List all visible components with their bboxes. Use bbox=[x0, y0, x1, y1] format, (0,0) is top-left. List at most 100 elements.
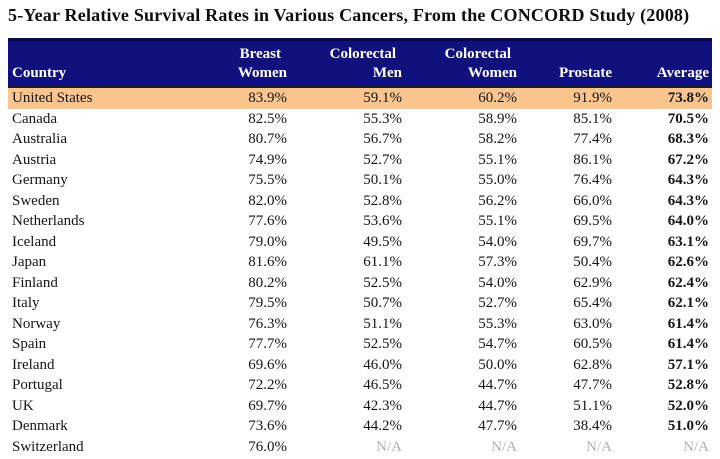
cell-average: 52.0% bbox=[667, 397, 709, 414]
column-header-prostate: Prostate bbox=[520, 38, 615, 88]
cell-country: Germany bbox=[12, 172, 68, 188]
cell-colorectal-women: 44.7% bbox=[478, 377, 517, 393]
cell-prostate: 77.4% bbox=[573, 131, 612, 147]
cell-average: 62.4% bbox=[667, 274, 709, 291]
cell-prostate: 85.1% bbox=[573, 110, 612, 127]
column-header-label: Men bbox=[372, 65, 402, 81]
table-row: Sweden 82.0% 52.8% 56.2% 66.0% 64.3% bbox=[8, 191, 712, 212]
cell-colorectal-men: 52.8% bbox=[363, 192, 402, 209]
cell-prostate: N/A bbox=[586, 438, 612, 455]
cell-colorectal-women: 50.0% bbox=[478, 356, 517, 373]
column-header-label: Breast bbox=[239, 46, 281, 62]
table-row: Canada 82.5% 55.3% 58.9% 85.1% 70.5% bbox=[8, 109, 712, 130]
cell-breast-women: 83.9% bbox=[188, 87, 290, 109]
cell-average: 68.3% bbox=[667, 131, 709, 147]
cell-colorectal-women: 56.2% bbox=[478, 192, 517, 209]
cell-country: Switzerland bbox=[12, 438, 84, 455]
cell-country: Norway bbox=[12, 315, 61, 332]
cell-breast-women: 69.7% bbox=[248, 397, 287, 414]
cell-prostate: 50.4% bbox=[573, 254, 612, 270]
column-header-label: Average bbox=[656, 65, 709, 81]
cell-average: 62.1% bbox=[667, 295, 709, 311]
cell-average: 57.1% bbox=[667, 356, 709, 373]
cell-breast-women: 77.6% bbox=[248, 213, 287, 229]
cell-breast-women: 69.6% bbox=[248, 356, 287, 373]
survival-rates-table: Country Breast Women Colorectal Men Colo… bbox=[8, 38, 712, 457]
cell-colorectal-men: 59.1% bbox=[290, 87, 405, 109]
cell-average: 51.0% bbox=[667, 418, 709, 434]
cell-average: 52.8% bbox=[667, 377, 709, 393]
table-row: Denmark 73.6% 44.2% 47.7% 38.4% 51.0% bbox=[8, 416, 712, 437]
cell-prostate: 65.4% bbox=[573, 295, 612, 311]
table-row: UK 69.7% 42.3% 44.7% 51.1% 52.0% bbox=[8, 396, 712, 417]
column-header-label: Colorectal bbox=[329, 46, 396, 62]
cell-breast-women: 73.6% bbox=[248, 418, 287, 434]
cell-breast-women: 74.9% bbox=[248, 151, 287, 168]
table-row: Australia 80.7% 56.7% 58.2% 77.4% 68.3% bbox=[8, 129, 712, 150]
cell-colorectal-women: 44.7% bbox=[478, 397, 517, 414]
cell-colorectal-women: 54.0% bbox=[478, 233, 517, 250]
cell-prostate: 51.1% bbox=[573, 397, 612, 414]
cell-colorectal-men: 46.0% bbox=[363, 356, 402, 373]
cell-country: UK bbox=[12, 397, 34, 414]
cell-country: Canada bbox=[12, 110, 57, 127]
cell-country: Italy bbox=[12, 295, 40, 311]
table-row: Spain 77.7% 52.5% 54.7% 60.5% 61.4% bbox=[8, 334, 712, 355]
column-header-colorectal-women: Colorectal Women bbox=[405, 38, 520, 88]
cell-colorectal-men: 56.7% bbox=[363, 131, 402, 147]
column-header-label: Prostate bbox=[558, 65, 612, 81]
cell-colorectal-men: 50.1% bbox=[363, 172, 402, 188]
cell-breast-women: 81.6% bbox=[248, 254, 287, 270]
cell-average: 64.3% bbox=[667, 172, 709, 188]
column-header-label: Country bbox=[12, 65, 67, 81]
cell-colorectal-women: 52.7% bbox=[478, 295, 517, 311]
cell-colorectal-women: 55.3% bbox=[478, 315, 517, 332]
cell-country: Sweden bbox=[12, 192, 60, 209]
table-header: Country Breast Women Colorectal Men Colo… bbox=[8, 38, 712, 88]
cell-breast-women: 76.3% bbox=[248, 315, 287, 332]
cell-colorectal-women: 57.3% bbox=[478, 254, 517, 270]
column-header-label: Colorectal bbox=[444, 46, 511, 62]
cell-breast-women: 76.0% bbox=[248, 438, 287, 455]
cell-prostate: 47.7% bbox=[573, 377, 612, 393]
cell-average: 63.1% bbox=[667, 233, 709, 250]
cell-colorectal-men: N/A bbox=[376, 438, 402, 455]
cell-breast-women: 80.7% bbox=[248, 131, 287, 147]
cell-breast-women: 80.2% bbox=[248, 274, 287, 291]
cell-breast-women: 82.0% bbox=[248, 192, 287, 209]
column-header-label: Women bbox=[237, 65, 287, 81]
page-title: 5-Year Relative Survival Rates in Variou… bbox=[8, 5, 690, 25]
cell-average: 61.4% bbox=[667, 336, 709, 352]
cell-colorectal-women: 54.0% bbox=[478, 274, 517, 291]
table-row: Iceland 79.0% 49.5% 54.0% 69.7% 63.1% bbox=[8, 232, 712, 253]
table-row: Japan 81.6% 61.1% 57.3% 50.4% 62.6% bbox=[8, 252, 712, 273]
cell-country: Australia bbox=[12, 131, 67, 147]
cell-country: Spain bbox=[12, 336, 47, 352]
table-row: Netherlands 77.6% 53.6% 55.1% 69.5% 64.0… bbox=[8, 211, 712, 232]
cell-colorectal-men: 52.5% bbox=[363, 274, 402, 291]
cell-prostate: 69.7% bbox=[573, 233, 612, 250]
table-row: Portugal 72.2% 46.5% 44.7% 47.7% 52.8% bbox=[8, 375, 712, 396]
column-header-breast-women: Breast Women bbox=[188, 38, 290, 88]
cell-prostate: 38.4% bbox=[573, 418, 612, 434]
cell-average: 73.8% bbox=[615, 87, 712, 109]
cell-colorectal-men: 46.5% bbox=[363, 377, 402, 393]
column-header-average: Average bbox=[615, 38, 712, 88]
cell-prostate: 60.5% bbox=[573, 336, 612, 352]
cell-country: Japan bbox=[12, 254, 47, 270]
cell-country: Denmark bbox=[12, 418, 68, 434]
table-body: United States 83.9% 59.1% 60.2% 91.9% 73… bbox=[8, 87, 712, 457]
cell-country: Finland bbox=[12, 274, 58, 291]
cell-country: Iceland bbox=[12, 233, 57, 250]
cell-prostate: 62.9% bbox=[573, 274, 612, 291]
cell-colorectal-women: 55.0% bbox=[478, 172, 517, 188]
table-row: Switzerland 76.0% N/A N/A N/A N/A bbox=[8, 437, 712, 458]
cell-prostate: 66.0% bbox=[573, 192, 612, 209]
cell-colorectal-women: 58.9% bbox=[478, 110, 517, 127]
cell-colorectal-men: 49.5% bbox=[363, 233, 402, 250]
table-row: Austria 74.9% 52.7% 55.1% 86.1% 67.2% bbox=[8, 150, 712, 171]
cell-colorectal-women: 55.1% bbox=[478, 213, 517, 229]
cell-average: 67.2% bbox=[667, 151, 709, 168]
cell-breast-women: 79.0% bbox=[248, 233, 287, 250]
